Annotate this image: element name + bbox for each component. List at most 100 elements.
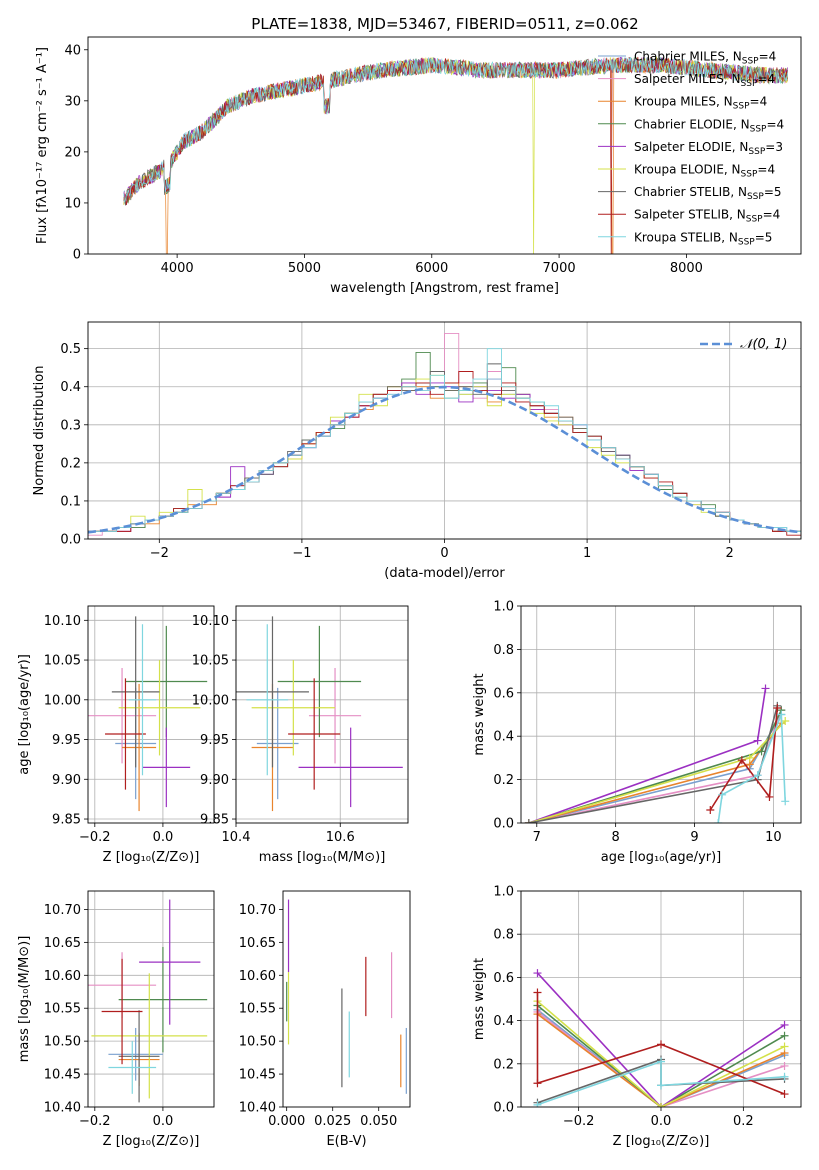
mass_vs_Z-ytick-label: 10.55 [44, 1002, 81, 1017]
weight-marker [780, 1042, 789, 1051]
mass_vs_ebv-ytick-label: 10.45 [239, 1068, 276, 1083]
weight_vs_Z-ytick-label: 1.0 [493, 885, 514, 900]
mass_vs_ebv-ytick-label: 10.65 [239, 936, 276, 951]
weight-marker [657, 1103, 665, 1107]
residuals-ytick-label: 0.1 [60, 494, 81, 509]
weight_vs_age-xtick-label: 10 [765, 830, 782, 845]
weight-marker [777, 710, 786, 719]
weight-line [528, 714, 782, 823]
age_vs_mass-frame [235, 605, 409, 824]
age_vs_mass-xtick-label: 10.6 [326, 830, 355, 845]
mass_vs_Z-plot-area [88, 899, 208, 1103]
age_vs_mass-ytick-label: 10.10 [192, 614, 229, 629]
legend-label: Chabrier STELIB, NSSP=5 [634, 185, 782, 202]
weight-marker [533, 969, 542, 978]
weight-marker [753, 771, 762, 780]
age_vs_Z-ytick-label: 10.00 [44, 693, 81, 708]
age_vs_Z-ytick-label: 10.05 [44, 654, 81, 669]
weight-line [528, 722, 782, 823]
spectrum-ytick-label: 20 [64, 145, 81, 160]
weight_vs_age-plot-area [524, 684, 790, 823]
mass_vs_ebv-frame [282, 890, 411, 1108]
spectrum-ylabel: Flux [fλ10⁻¹⁷ erg cm⁻² s⁻¹ A⁻¹] [35, 47, 50, 244]
legend-label: Kroupa MILES, NSSP=4 [634, 95, 767, 112]
weight_vs_age-panel: 7 8 9 10 0.0 0.2 0.4 0.6 0.8 1.0 age [log₁₀(age/yr… [472, 600, 802, 865]
age_vs_Z-xlabel: Z [log₁₀(Z/Z⊙)] [103, 850, 200, 865]
weight-marker [780, 1072, 789, 1081]
age_vs_mass-plot-area [236, 616, 403, 812]
residuals-ytick-label: 0.2 [60, 456, 81, 471]
mass_vs_ebv-plot-area [286, 899, 407, 1094]
spectrum-frame [87, 36, 802, 255]
legend-label: Chabrier ELODIE, NSSP=4 [634, 117, 784, 134]
weight-marker [780, 1061, 789, 1070]
age_vs_Z-ylabel: age [log₁₀(age/yr)] [17, 654, 32, 775]
residuals-xtick-label: −1 [292, 546, 311, 561]
age_vs_mass-ytick-label: 9.95 [200, 733, 229, 748]
weight-line [536, 1004, 785, 1107]
weight-marker [773, 703, 782, 712]
mass_vs_Z-ytick-label: 10.50 [44, 1035, 81, 1050]
mass_vs_ebv-ytick-label: 10.60 [239, 969, 276, 984]
age_vs_mass-xtick-label: 10.4 [222, 830, 251, 845]
mass_vs_ebv-ytick-label: 10.40 [239, 1101, 276, 1116]
weight-marker [780, 1020, 789, 1029]
age_vs_Z-ytick-label: 9.90 [52, 773, 81, 788]
residuals-ytick-label: 0.5 [60, 342, 81, 357]
weight_vs_age-xtick-label: 7 [533, 830, 541, 845]
mass_vs_ebv-xtick-label: 0.000 [268, 1114, 305, 1129]
weight-marker [706, 805, 715, 814]
mass_vs_Z-xtick-label: −0.2 [79, 1114, 111, 1129]
weight_vs_Z-xlabel: Z [log₁₀(Z/Z⊙)] [613, 1134, 710, 1149]
legend-label-normal: 𝒩(0, 1) [740, 337, 787, 352]
weight-marker [780, 1031, 789, 1040]
weight_vs_age-frame [520, 605, 802, 824]
weight_vs_Z-ytick-label: 0.2 [493, 1057, 514, 1072]
legend-label: Kroupa STELIB, NSSP=5 [634, 230, 772, 247]
mass_vs_ebv-xtick-label: 0.025 [314, 1114, 351, 1129]
mass_vs_ebv-ytick-label: 10.70 [239, 903, 276, 918]
weight-line [537, 1013, 785, 1107]
mass_vs_Z-xtick-label: 0.0 [153, 1114, 174, 1129]
weight_vs_Z-ytick-label: 0.0 [493, 1101, 514, 1116]
residuals-ytick-label: 0.0 [60, 533, 81, 548]
spectrum-xtick-label: 7000 [543, 261, 576, 276]
residuals-xtick-label: 0 [440, 546, 448, 561]
weight_vs_age-ytick-label: 1.0 [493, 600, 514, 615]
mass_vs_Z-ytick-label: 10.70 [44, 903, 81, 918]
residuals-frame [87, 321, 802, 540]
spectrum-plot-area [123, 56, 788, 254]
legend-label: Salpeter ELODIE, NSSP=3 [634, 140, 783, 157]
age_vs_Z-ytick-label: 10.10 [44, 614, 81, 629]
spectrum-xtick-label: 4000 [161, 261, 194, 276]
mass_vs_ebv-panel: 0.000 0.025 0.050 10.40 10.45 10.50 10.55 10.60… [239, 890, 411, 1149]
weight-line [709, 707, 779, 811]
weight_vs_Z-ytick-label: 0.8 [493, 928, 514, 943]
age_vs_Z-xtick-label: 0.0 [153, 830, 174, 845]
residuals-xtick-label: −2 [150, 546, 169, 561]
weight-marker [757, 747, 766, 756]
mass_vs_Z-xlabel: Z [log₁₀(Z/Z⊙)] [103, 1134, 200, 1149]
weight-line [528, 705, 779, 823]
legend-label: Salpeter STELIB, NSSP=4 [634, 208, 780, 225]
mass_vs_Z-ylabel: mass [log₁₀(M/M⊙)] [17, 936, 32, 1063]
age_vs_Z-frame [87, 605, 215, 824]
weight_vs_age-xtick-label: 9 [690, 830, 698, 845]
mass_vs_ebv-xlabel: E(B-V) [326, 1134, 366, 1149]
weight_vs_Z-frame [520, 890, 802, 1108]
spectrum-xtick-label: 8000 [670, 261, 703, 276]
weight_vs_age-xlabel: age [log₁₀(age/yr)] [601, 850, 722, 865]
weight-line [536, 992, 785, 1095]
legend-label: Chabrier MILES, NSSP=4 [634, 50, 776, 67]
age_vs_mass-ytick-label: 9.85 [200, 813, 229, 828]
weight-marker [745, 753, 754, 762]
normal-curve [88, 385, 801, 534]
weight-marker [780, 1090, 789, 1099]
spectrum-xtick-label: 5000 [288, 261, 321, 276]
weight-marker [718, 790, 727, 799]
mass_vs_ebv-ytick-label: 10.50 [239, 1035, 276, 1050]
mass_vs_Z-ytick-label: 10.45 [44, 1068, 81, 1083]
age_vs_Z-plot-area [88, 616, 208, 812]
residuals-plot-area [88, 332, 801, 539]
